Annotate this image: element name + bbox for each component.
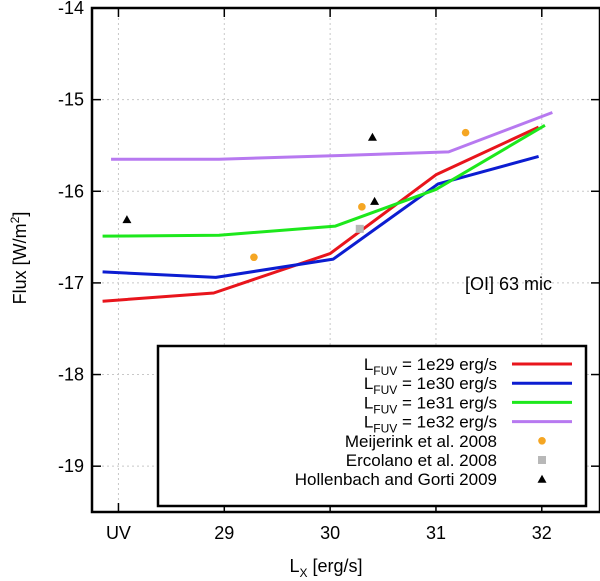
legend-box	[156, 344, 588, 508]
data-point-triangle	[370, 196, 380, 205]
y-tick-label: -18	[58, 365, 84, 385]
y-tick-label: -17	[58, 273, 84, 293]
x-axis-label-main: L	[289, 556, 299, 576]
legend-key-marker	[537, 474, 547, 483]
legend-label-rest: = 1e30 erg/s	[397, 374, 497, 393]
x-axis-label: LX [erg/s]	[289, 556, 362, 580]
legend-label-sub: FUV	[373, 383, 397, 397]
series-line-1e29-erg-s	[102, 125, 540, 303]
data-point-triangle	[122, 215, 132, 224]
legend-label: LFUV = 1e31 erg/s	[364, 393, 497, 416]
legend-label-main: L	[364, 393, 373, 412]
x-axis-label-rest: [erg/s]	[308, 556, 363, 576]
series-line-1e30-erg-s	[102, 155, 540, 279]
data-point-circle	[250, 253, 258, 262]
legend-label: LFUV = 1e29 erg/s	[364, 355, 497, 378]
y-tick-label: -14	[58, 0, 84, 18]
y-tick-label: -19	[58, 456, 84, 476]
series-line-1e32-erg-s	[111, 111, 553, 161]
legend-label: Ercolano et al. 2008	[346, 451, 497, 470]
series-lines	[102, 111, 553, 303]
y-axis-label: Flux [W/m2]	[8, 212, 30, 305]
legend-label-rest: = 1e31 erg/s	[397, 393, 497, 412]
legend-label-sub: FUV	[373, 364, 397, 378]
legend-label: LFUV = 1e32 erg/s	[364, 413, 497, 436]
legend-label-rest: = 1e32 erg/s	[397, 413, 497, 432]
reference-points	[122, 128, 470, 262]
legend-label: Hollenbach and Gorti 2009	[295, 470, 497, 489]
x-tick-label: 29	[214, 523, 234, 543]
data-point-square	[355, 224, 364, 233]
legend-key-marker	[538, 456, 546, 464]
y-tick-label: -15	[58, 90, 84, 110]
plot-annotation: [OI] 63 mic	[465, 274, 552, 294]
y-axis-label-rest: ]	[10, 212, 30, 217]
legend-label-main: L	[364, 413, 373, 432]
y-axis-label-sup: 2	[8, 216, 22, 223]
legend-label-rest: = 1e29 erg/s	[397, 355, 497, 374]
data-point-circle	[461, 128, 470, 137]
legend-label: Meijerink et al. 2008	[345, 432, 497, 451]
axes: -19 -18 -17 -16 -15 -14 UV 29 30 31 32	[58, 0, 600, 543]
y-tick-label: -16	[58, 181, 84, 201]
plot-frame	[90, 6, 600, 514]
x-tick-label: 30	[320, 523, 340, 543]
legend-label-sub: FUV	[373, 422, 397, 436]
x-tick-label: 32	[532, 523, 552, 543]
legend-label-main: L	[364, 374, 373, 393]
legend-label-sub: FUV	[373, 402, 397, 416]
legend-key-marker	[538, 437, 546, 445]
x-tick-label: UV	[106, 523, 131, 543]
legend-label-main: L	[364, 355, 373, 374]
x-tick-label: 31	[426, 523, 446, 543]
data-point-circle	[358, 203, 366, 211]
data-point-triangle	[367, 132, 377, 141]
legend-label: LFUV = 1e30 erg/s	[364, 374, 497, 397]
y-axis-label-main: Flux [W/m	[10, 223, 30, 304]
x-axis-label-sub: X	[299, 566, 307, 580]
series-line-1e31-erg-s	[102, 124, 546, 238]
